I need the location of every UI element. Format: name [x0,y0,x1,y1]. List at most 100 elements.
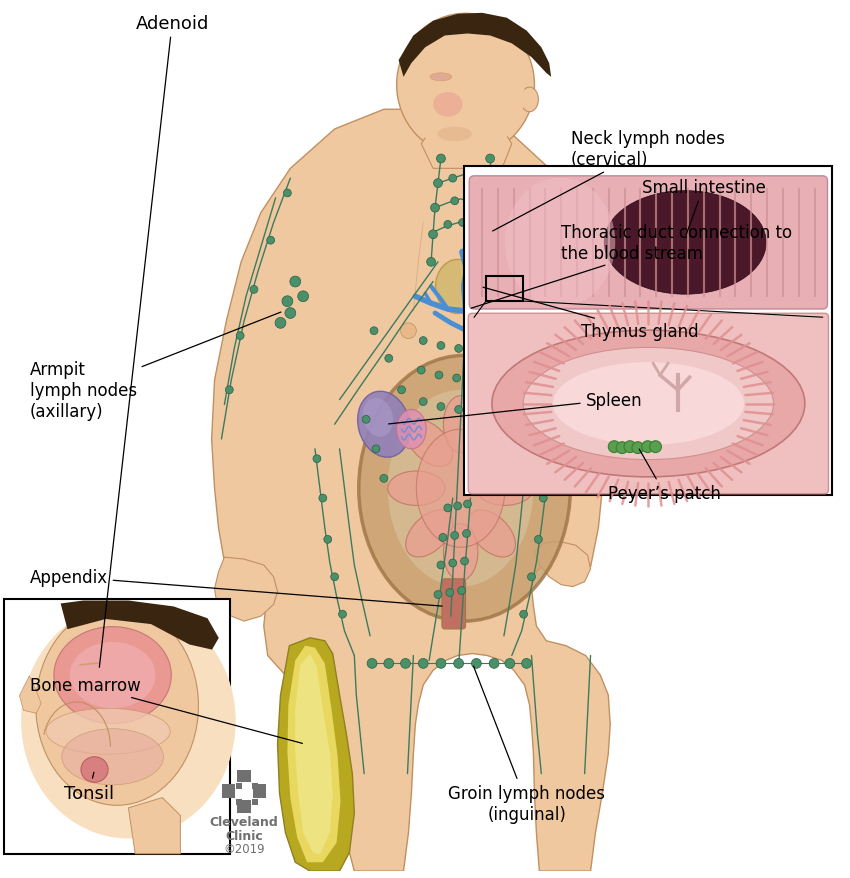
Circle shape [490,204,498,212]
Circle shape [439,534,447,542]
Circle shape [577,286,585,294]
Circle shape [380,475,388,483]
Circle shape [285,308,296,319]
Polygon shape [20,676,41,714]
Circle shape [588,333,597,340]
Circle shape [522,658,531,668]
Circle shape [457,587,466,594]
Circle shape [479,198,486,205]
Circle shape [449,175,456,183]
Circle shape [473,342,480,350]
Polygon shape [214,558,278,622]
Circle shape [250,286,258,294]
Circle shape [528,573,536,581]
Ellipse shape [36,607,198,805]
Ellipse shape [416,429,505,548]
Text: Tonsil: Tonsil [64,773,114,802]
Circle shape [561,237,569,245]
Bar [236,783,242,789]
Circle shape [435,371,443,379]
Polygon shape [422,113,512,169]
Ellipse shape [468,420,515,467]
Ellipse shape [405,510,453,558]
Circle shape [616,443,628,454]
Circle shape [493,475,501,483]
Circle shape [236,333,244,340]
Circle shape [370,327,378,335]
Circle shape [489,658,499,668]
Circle shape [463,170,472,178]
Circle shape [267,237,275,245]
Circle shape [437,155,445,163]
Ellipse shape [70,642,156,709]
Ellipse shape [388,471,445,506]
Ellipse shape [397,14,535,157]
Circle shape [455,406,462,414]
Circle shape [427,258,435,267]
Ellipse shape [405,420,453,467]
Circle shape [385,355,393,363]
Circle shape [547,318,558,329]
Bar [237,770,251,813]
Circle shape [437,561,445,569]
Circle shape [436,658,446,668]
Ellipse shape [444,396,478,453]
Ellipse shape [524,348,774,460]
Polygon shape [128,798,180,853]
Ellipse shape [46,709,170,754]
Text: Appendix: Appendix [30,568,442,607]
Text: Small intestine: Small intestine [642,178,766,235]
Ellipse shape [388,391,534,587]
Circle shape [538,308,549,319]
Circle shape [599,386,607,394]
Circle shape [437,342,445,350]
Circle shape [444,504,451,512]
Circle shape [419,337,428,345]
Circle shape [488,367,496,375]
Bar [486,277,524,302]
Circle shape [535,536,542,543]
Circle shape [463,500,472,508]
Polygon shape [295,654,332,854]
Circle shape [449,559,456,567]
Circle shape [450,198,459,205]
Circle shape [462,530,470,538]
Circle shape [472,658,481,668]
Polygon shape [535,542,591,587]
Circle shape [384,658,394,668]
Ellipse shape [363,399,393,437]
Circle shape [428,231,438,240]
Ellipse shape [397,410,426,450]
Circle shape [319,494,326,502]
Ellipse shape [505,178,615,308]
Circle shape [500,445,507,453]
Circle shape [400,658,411,668]
Circle shape [609,442,620,453]
Circle shape [437,403,445,411]
Circle shape [505,658,515,668]
Circle shape [528,327,536,335]
Ellipse shape [444,524,478,581]
Ellipse shape [435,260,479,314]
Circle shape [504,364,512,372]
Circle shape [491,231,501,240]
Circle shape [649,442,661,453]
Ellipse shape [430,74,451,82]
Ellipse shape [358,392,410,457]
Ellipse shape [552,363,744,445]
Circle shape [450,532,459,540]
Circle shape [461,558,468,565]
Circle shape [298,291,309,302]
Bar [235,782,253,800]
Circle shape [431,204,439,212]
Circle shape [225,386,233,394]
Circle shape [367,658,377,668]
Circle shape [506,335,513,343]
Circle shape [275,318,286,329]
Ellipse shape [359,356,570,622]
Bar [4,599,230,853]
Text: Neck lymph nodes
(cervical): Neck lymph nodes (cervical) [493,130,725,232]
Ellipse shape [462,263,499,312]
Circle shape [496,386,504,394]
Circle shape [313,455,320,463]
